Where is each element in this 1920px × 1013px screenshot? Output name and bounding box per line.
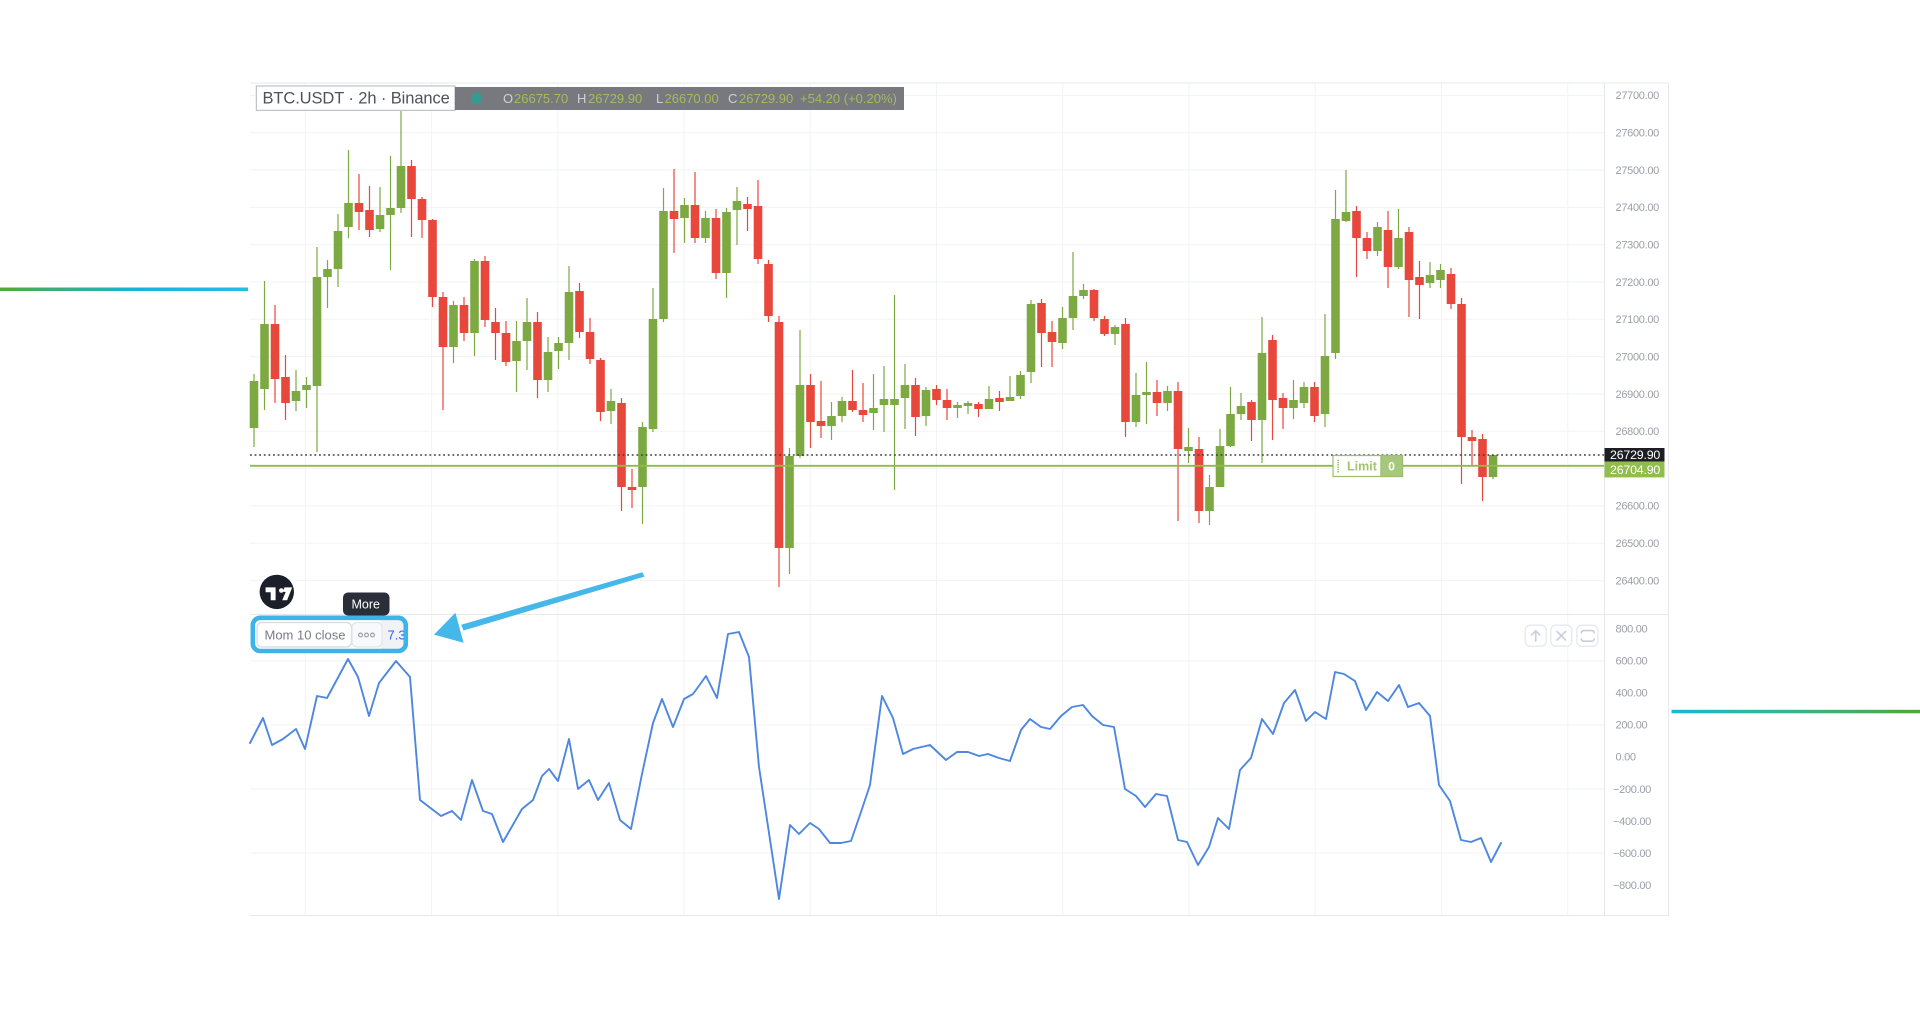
svg-text:26670.00: 26670.00 (665, 91, 719, 106)
svg-text:27100.00: 27100.00 (1616, 314, 1660, 326)
svg-text:C: C (728, 91, 737, 106)
svg-text:Limit: Limit (1347, 460, 1378, 474)
svg-text:200.00: 200.00 (1616, 720, 1648, 732)
svg-text:26600.00: 26600.00 (1616, 501, 1660, 513)
svg-text:More: More (352, 598, 381, 612)
svg-text:0: 0 (1388, 460, 1395, 474)
svg-text:0.00: 0.00 (1616, 752, 1636, 764)
svg-text:600.00: 600.00 (1616, 656, 1648, 668)
svg-text:−200.00: −200.00 (1613, 784, 1651, 796)
svg-text:L: L (656, 91, 663, 106)
svg-text:+54.20 (+0.20%): +54.20 (+0.20%) (800, 91, 897, 106)
svg-text:−800.00: −800.00 (1613, 880, 1651, 892)
svg-text:−400.00: −400.00 (1613, 816, 1651, 828)
svg-text:27000.00: 27000.00 (1616, 351, 1660, 363)
svg-text:26800.00: 26800.00 (1616, 426, 1660, 438)
svg-text:26729.90: 26729.90 (1610, 448, 1660, 462)
svg-text:27600.00: 27600.00 (1616, 128, 1660, 140)
svg-text:26400.00: 26400.00 (1616, 575, 1660, 587)
svg-text:26729.90: 26729.90 (588, 91, 642, 106)
svg-text:27200.00: 27200.00 (1616, 277, 1660, 289)
svg-text:26704.90: 26704.90 (1610, 463, 1660, 477)
svg-text:26500.00: 26500.00 (1616, 538, 1660, 550)
svg-text:26900.00: 26900.00 (1616, 389, 1660, 401)
svg-text:H: H (577, 91, 586, 106)
svg-text:26729.90: 26729.90 (739, 91, 793, 106)
svg-text:Mom 10 close: Mom 10 close (265, 628, 346, 643)
svg-text:O: O (503, 91, 513, 106)
svg-text:27500.00: 27500.00 (1616, 165, 1660, 177)
svg-text:27700.00: 27700.00 (1616, 90, 1660, 102)
svg-text:400.00: 400.00 (1616, 688, 1648, 700)
svg-text:BTC.USDT · 2h · Binance: BTC.USDT · 2h · Binance (263, 90, 450, 108)
svg-text:27400.00: 27400.00 (1616, 202, 1660, 214)
svg-text:800.00: 800.00 (1616, 623, 1648, 635)
svg-text:27300.00: 27300.00 (1616, 240, 1660, 252)
svg-text:−600.00: −600.00 (1613, 848, 1651, 860)
svg-text:26675.70: 26675.70 (514, 91, 568, 106)
